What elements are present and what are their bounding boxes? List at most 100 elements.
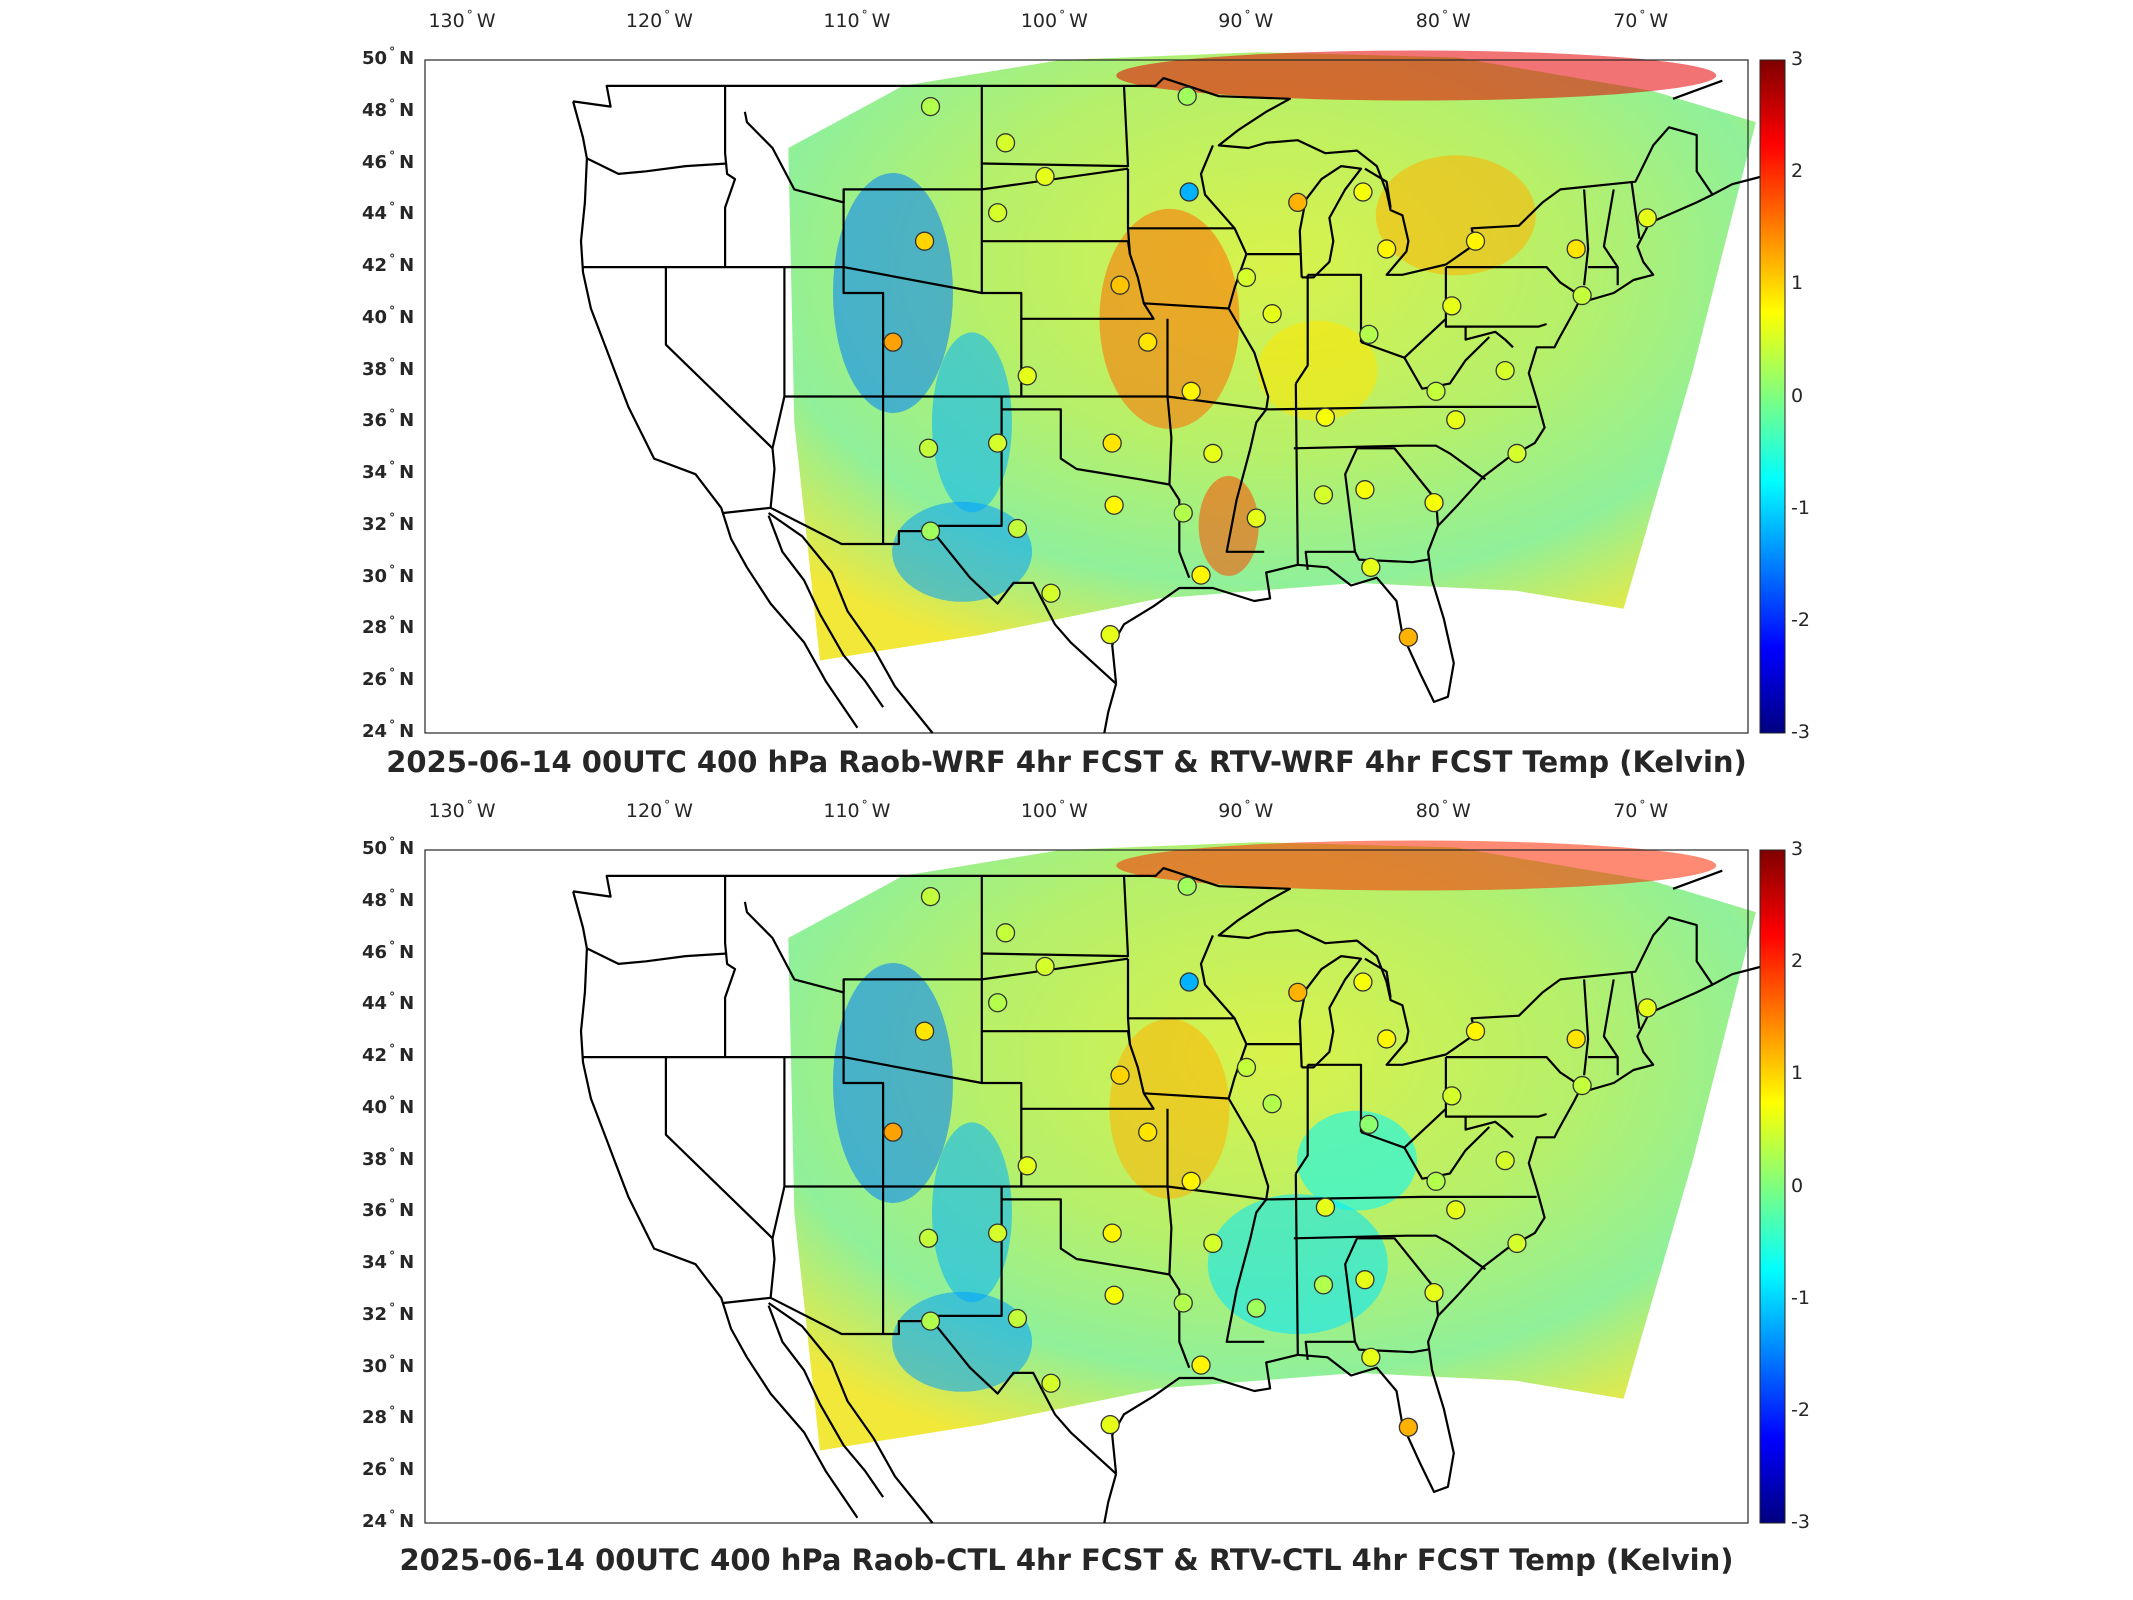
state-border [743,901,1129,994]
raob-station-marker [1313,485,1334,505]
raob-station-marker [914,231,935,251]
lon-tick-label: 70 ° W [1613,8,1669,32]
raob-station-marker [1566,1029,1586,1049]
state-border [1445,1056,1577,1084]
lat-tick-label: 50 ° N [362,835,415,859]
lat-tick-label: 24 ° N [362,718,415,742]
raob-station-marker [1179,972,1199,992]
raob-station-marker [914,1021,935,1041]
raob-station-marker [1359,1114,1379,1135]
lat-tick-label: 26 ° N [362,666,415,691]
raob-station-marker [995,923,1016,943]
state-border [1307,273,1363,343]
state-border [981,85,1130,168]
map-plot-top [424,50,1786,734]
raob-station-marker [1177,86,1197,106]
boundaries [572,76,1773,734]
state-border [769,267,786,508]
raob-station-marker [1191,1355,1211,1375]
raob-station-marker [1637,998,1657,1018]
raob-station-marker [920,886,941,907]
state-border [1199,144,1236,230]
raob-station-marker [1203,1233,1223,1254]
colorbar-tick-label: -2 [1791,1398,1810,1421]
lat-tick-label: 44 ° N [362,200,415,225]
raob-station-marker [1041,583,1061,603]
lat-tick-label: 46 ° N [362,148,415,173]
state-border [1000,1186,1191,1369]
raob-station-marker [995,133,1016,153]
raob-station-marker [1288,192,1308,213]
lon-tick-label: 80 ° W [1415,798,1471,822]
lon-tick-label: 100 ° W [1020,798,1088,822]
anomaly-patch [1257,320,1378,421]
state-border [1354,1341,1429,1354]
lon-tick-label: 90 ° W [1218,8,1274,32]
raob-station-marker [1104,1285,1124,1305]
raob-station-marker [1262,304,1282,324]
raob-station-marker [1246,508,1266,528]
coastline [723,506,1117,685]
lon-tick-label: 70 ° W [1613,798,1669,822]
colorbar [1759,849,1786,1524]
anomaly-patch [1116,840,1717,891]
raob-station-marker [1359,324,1379,345]
anomaly-patch [1099,208,1240,429]
lon-tick-label: 120 ° W [625,8,693,32]
raob-station-marker [1035,956,1055,977]
colorbar-tick-label: 0 [1791,384,1804,407]
raob-station-marker [1442,296,1462,316]
state-border [1294,1173,1299,1355]
raob-station-marker [1138,332,1158,352]
lat-tick-label: 30 ° N [362,562,415,587]
lat-tick-label: 44 ° N [362,990,415,1015]
colorbar-tick-label: 3 [1791,48,1804,70]
state-border [1357,447,1440,526]
colorbar-tick-label: -1 [1791,1286,1810,1309]
anomaly-patch [931,1122,1012,1303]
raob-station-marker [1007,1308,1028,1329]
lon-tick-label: 130 ° W [428,798,496,822]
state-border [664,267,774,450]
colorbar-tick-label: 3 [1791,838,1804,860]
state-border [1360,1057,1448,1149]
raob-station-marker [1361,1347,1381,1367]
raob-station-marker [1104,495,1124,515]
raob-station-marker [1262,1094,1282,1114]
state-border [1583,979,1590,1076]
raob-station-marker [1173,503,1193,523]
anomaly-patch [1109,1018,1230,1199]
lon-tick-label: 120 ° W [625,798,693,822]
lat-tick-label: 34 ° N [362,459,415,484]
map-panel-bottom: 2025-06-14 00UTC 400 hPa Raob-CTL 4hr FC… [0,790,2133,1580]
state-border [1225,307,1270,553]
lat-tick-label: 40 ° N [362,1093,415,1118]
lat-tick-label: 46 ° N [362,938,415,963]
raob-station-marker [1426,381,1446,401]
coastline [767,515,885,708]
state-border [1357,1237,1440,1316]
raob-station-marker [1355,1270,1375,1290]
lat-tick-label: 28 ° N [362,1404,415,1429]
state-border [1294,1064,1309,1175]
coastline [572,101,859,729]
state-border [1445,266,1577,294]
state-border [1464,326,1514,349]
state-border [586,947,728,965]
state-border [1294,274,1309,385]
raob-station-marker [920,96,941,117]
raob-station-marker [1177,876,1197,896]
map-plot-bottom [424,840,1786,1524]
state-border [1225,1097,1270,1343]
state-border [1444,318,1547,328]
lat-tick-label: 38 ° N [362,1145,415,1170]
raob-station-marker [1035,166,1055,187]
raob-station-marker [883,332,903,352]
data-field-region [788,842,1756,1451]
raob-station-marker [1007,518,1028,539]
raob-station-marker [1236,267,1257,288]
state-border [743,111,1129,204]
colorbar-tick-label: 1 [1791,272,1804,295]
raob-station-marker [1446,410,1466,430]
anomaly-patch [1116,50,1717,101]
